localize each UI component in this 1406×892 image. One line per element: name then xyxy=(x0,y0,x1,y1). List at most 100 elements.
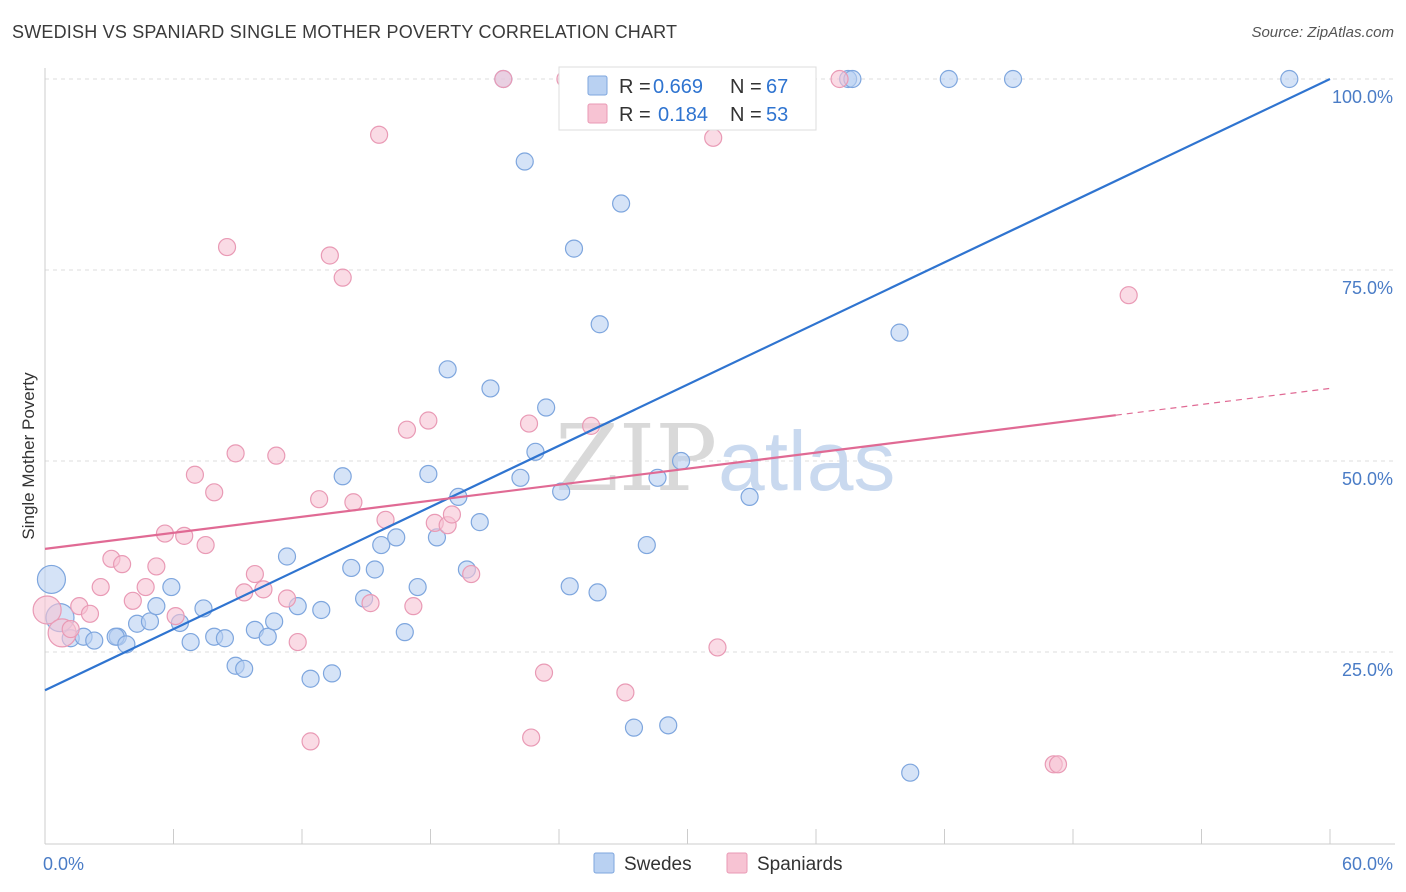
spaniards-point xyxy=(123,591,142,610)
spaniards-point xyxy=(344,493,363,512)
spaniards-point xyxy=(830,69,849,89)
swedes-point xyxy=(85,631,104,650)
spaniards-point xyxy=(522,728,541,747)
legend-swatch-spaniards xyxy=(587,103,608,124)
legend-swatch-swedes xyxy=(587,75,608,96)
swedes-point xyxy=(419,464,438,484)
swedes-point xyxy=(147,597,166,616)
swedes-point xyxy=(372,535,391,555)
y-axis-title: Single Mother Poverty xyxy=(19,372,38,540)
spaniards-point xyxy=(1048,755,1068,774)
swedes-point xyxy=(395,623,414,642)
spaniards-trend-line xyxy=(44,414,1116,550)
spaniards-point xyxy=(310,490,329,509)
y-tick-label-3: 100.0% xyxy=(1332,87,1393,107)
legend-r-label-swedes: R = xyxy=(619,76,651,98)
spaniards-point xyxy=(534,663,554,682)
swedes-point xyxy=(342,558,361,578)
spaniards-point xyxy=(147,557,166,576)
chart-title: SWEDISH VS SPANIARD SINGLE MOTHER POVERT… xyxy=(12,22,678,42)
swedes-point xyxy=(537,398,556,417)
swedes-point xyxy=(511,468,530,487)
watermark-zip: ZIP xyxy=(555,405,717,512)
swedes-point xyxy=(560,577,579,596)
legend-n-value-spaniards: 53 xyxy=(766,104,788,126)
legend-n-value-swedes: 67 xyxy=(766,76,788,98)
swedes-point xyxy=(901,763,920,782)
swedes-point xyxy=(235,659,254,678)
legend-n-label-spaniards: N = xyxy=(730,104,762,126)
y-tick-label-1: 50.0% xyxy=(1342,469,1393,489)
spaniards-points xyxy=(32,69,1138,774)
spaniards-point xyxy=(708,638,727,657)
spaniards-point xyxy=(404,597,423,616)
legend-bottom-swatch-swedes xyxy=(593,852,615,874)
swedes-point xyxy=(365,560,384,579)
legend-bottom-label-swedes: Swedes xyxy=(624,854,692,875)
spaniards-point xyxy=(205,483,224,502)
swedes-point xyxy=(301,669,320,688)
swedes-point xyxy=(470,513,489,532)
spaniards-point xyxy=(80,604,100,623)
swedes-point xyxy=(552,482,571,501)
y-tick-label-0: 25.0% xyxy=(1342,660,1393,680)
swedes-point xyxy=(588,583,607,602)
swedes-point xyxy=(265,612,284,631)
swedes-point xyxy=(671,451,691,471)
x-tick-label-0: 0.0% xyxy=(43,854,84,874)
swedes-point xyxy=(140,612,160,631)
spaniards-point xyxy=(288,632,307,652)
swedes-point xyxy=(939,69,958,89)
swedes-point xyxy=(181,632,200,652)
swedes-trend-line xyxy=(44,78,1331,692)
swedes-point xyxy=(215,629,234,648)
legend-r-value-swedes: 0.669 xyxy=(653,76,703,98)
spaniards-point xyxy=(301,732,320,751)
spaniards-point xyxy=(166,606,185,626)
swedes-point xyxy=(659,716,678,735)
source-label: Source: ZipAtlas.com xyxy=(1251,24,1394,41)
swedes-point xyxy=(1280,69,1299,89)
spaniards-point xyxy=(582,416,601,435)
swedes-point xyxy=(333,467,352,486)
swedes-point xyxy=(277,547,297,566)
swedes-point xyxy=(481,379,500,398)
spaniards-point xyxy=(370,125,389,144)
axes xyxy=(44,68,1395,845)
swedes-point xyxy=(322,664,342,683)
swedes-point xyxy=(890,323,909,342)
spaniards-point xyxy=(397,420,417,439)
spaniards-point xyxy=(333,268,352,287)
swedes-point xyxy=(637,535,656,555)
legend-r-label-spaniards: R = xyxy=(619,104,651,126)
spaniards-trend-extension xyxy=(1115,387,1331,416)
swedes-point xyxy=(624,718,644,737)
spaniards-point xyxy=(91,577,110,597)
trend-lines xyxy=(44,78,1331,692)
y-tick-label-2: 75.0% xyxy=(1342,278,1393,298)
legend-n-label-swedes: N = xyxy=(730,76,762,98)
spaniards-point xyxy=(136,577,155,597)
swedes-point xyxy=(564,239,584,258)
spaniards-point xyxy=(419,411,438,430)
spaniards-point xyxy=(704,128,723,147)
x-tick-label-1: 60.0% xyxy=(1342,854,1393,874)
spaniards-point xyxy=(245,564,264,584)
spaniards-point xyxy=(226,444,245,463)
spaniards-point xyxy=(32,595,62,625)
spaniards-point xyxy=(494,69,513,89)
spaniards-point xyxy=(519,414,539,433)
spaniards-point xyxy=(361,594,380,613)
swedes-point xyxy=(312,600,331,620)
spaniards-point xyxy=(61,619,80,639)
swedes-point xyxy=(740,487,759,507)
swedes-point xyxy=(258,627,277,646)
spaniards-point xyxy=(616,683,635,702)
spaniards-point xyxy=(277,589,297,608)
swedes-point xyxy=(36,564,67,595)
spaniards-point xyxy=(112,555,132,574)
legend-bottom-label-spaniards: Spaniards xyxy=(757,854,843,875)
swedes-point xyxy=(162,577,181,597)
tick-labels: 25.0% 50.0% 75.0% 100.0% 0.0% 60.0% xyxy=(43,87,1393,874)
